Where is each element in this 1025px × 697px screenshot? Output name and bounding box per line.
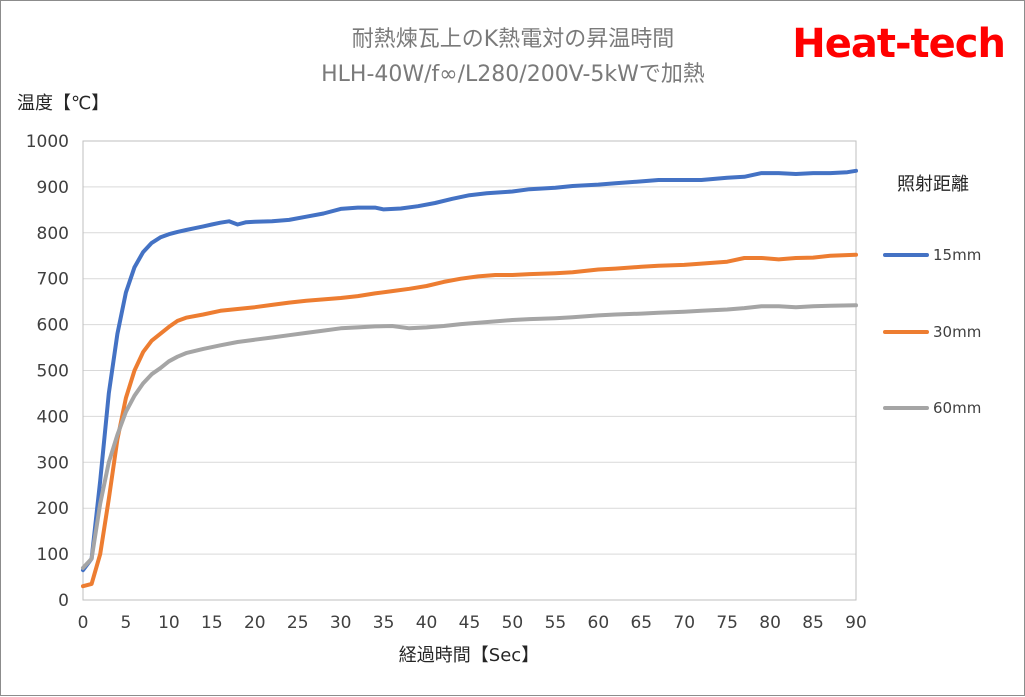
x-tick-label: 50 — [502, 613, 524, 633]
y-tick-label: 600 — [37, 316, 69, 336]
x-tick-label: 40 — [416, 613, 438, 633]
x-tick-label: 60 — [588, 613, 610, 633]
plot-border — [82, 140, 857, 601]
x-tick-label: 75 — [716, 613, 738, 633]
chart-subtitle: HLH-40W/f∞/L280/200V-5kWで加熱 — [321, 62, 705, 87]
x-tick-label: 35 — [373, 613, 395, 633]
y-tick-label: 200 — [37, 499, 69, 519]
x-tick-label: 65 — [630, 613, 652, 633]
legend-label-30mm: 30mm — [933, 323, 981, 341]
series-line-15mm — [81, 168, 858, 573]
series-line-30mm — [81, 252, 858, 589]
legend-label-15mm: 15mm — [933, 246, 981, 264]
x-tick-label: 5 — [121, 613, 132, 633]
legend: 15mm 30mm 60mm — [883, 246, 981, 417]
y-tick-label: 1000 — [26, 132, 69, 152]
x-axis-label: 経過時間【Sec】 — [399, 645, 539, 666]
legend-title: 照射距離 — [897, 174, 969, 195]
y-tick-label: 400 — [37, 407, 69, 427]
x-tick-label: 25 — [287, 613, 309, 633]
x-tick-label: 55 — [545, 613, 567, 633]
y-axis-label: 温度【℃】 — [17, 93, 109, 114]
brand-logo: Heat-tech — [792, 21, 1005, 67]
series-line-60mm — [81, 303, 858, 570]
chart-title: 耐熱煉瓦上のK熱電対の昇温時間 — [352, 27, 674, 52]
y-tick-label: 700 — [37, 270, 69, 290]
y-tick-label: 900 — [37, 178, 69, 198]
x-tick-label: 30 — [330, 613, 352, 633]
y-tick-label: 500 — [37, 362, 69, 382]
y-tick-label: 0 — [58, 591, 69, 611]
x-tick-label: 15 — [201, 613, 223, 633]
x-tick-label: 85 — [802, 613, 824, 633]
x-tick-label: 45 — [459, 613, 481, 633]
y-tick-label: 300 — [37, 453, 69, 473]
x-tick-label: 0 — [78, 613, 89, 633]
x-tick-label: 10 — [158, 613, 180, 633]
plot-area: 0 100 200 300 400 500 600 700 800 900 1000 0 5 10 15 20… — [26, 132, 867, 633]
x-tick-label: 20 — [244, 613, 266, 633]
x-tick-label: 80 — [759, 613, 781, 633]
y-tick-label: 100 — [37, 545, 69, 565]
x-tick-label: 70 — [673, 613, 695, 633]
y-tick-label: 800 — [37, 224, 69, 244]
x-tick-label: 90 — [845, 613, 867, 633]
legend-label-60mm: 60mm — [933, 399, 981, 417]
